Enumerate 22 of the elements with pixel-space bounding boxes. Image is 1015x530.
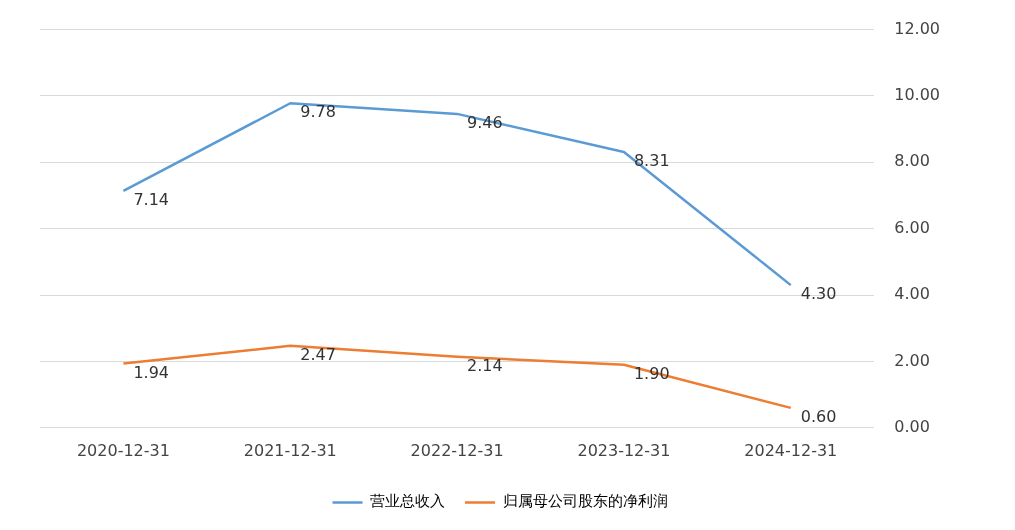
y-tick-label: 8.00 [894, 151, 930, 171]
legend-label: 营业总收入 [370, 492, 445, 511]
data-label: 8.31 [633, 151, 670, 171]
data-label: 1.94 [133, 362, 170, 382]
y-tick-label: 0.00 [894, 416, 930, 436]
y-tick-label: 12.00 [894, 18, 941, 38]
data-label: 0.60 [800, 407, 837, 427]
data-label: 2.47 [300, 344, 336, 364]
x-tick-label: 2023-12-31 [577, 440, 671, 460]
y-tick-label: 6.00 [894, 217, 930, 237]
y-tick-label: 4.00 [894, 284, 930, 304]
y-tick-label: 10.00 [894, 85, 941, 105]
x-tick-label: 2024-12-31 [744, 440, 838, 460]
x-tick-label: 2020-12-31 [76, 440, 170, 460]
legend-label: 归属母公司股东的净利润 [502, 492, 668, 511]
data-label: 4.30 [800, 284, 837, 304]
x-tick-label: 2022-12-31 [410, 440, 504, 460]
y-tick-label: 2.00 [894, 350, 930, 370]
data-label: 9.78 [300, 102, 336, 122]
data-label: 2.14 [467, 355, 503, 375]
data-label: 7.14 [133, 190, 170, 210]
x-tick-label: 2021-12-31 [243, 440, 337, 460]
